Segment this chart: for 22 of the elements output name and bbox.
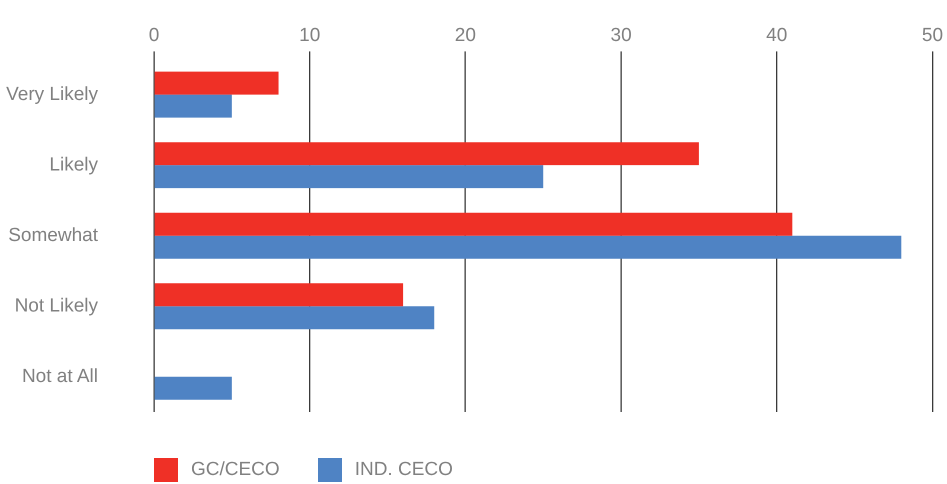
bar	[154, 283, 404, 306]
bar	[154, 376, 232, 400]
y-tick-label: Not at All	[22, 366, 98, 387]
legend-label: GC/CECO	[191, 459, 280, 481]
bar	[154, 94, 232, 118]
x-tick-label: 50	[922, 25, 944, 46]
x-tick-label: 20	[454, 25, 476, 46]
bar	[154, 142, 699, 166]
y-tick-label: Likely	[49, 154, 98, 176]
x-tick-label: 10	[299, 25, 320, 46]
bar	[154, 212, 792, 236]
legend-label: IND. CECO	[354, 459, 453, 481]
bar	[154, 72, 279, 95]
y-tick-label: Not Likely	[14, 295, 98, 316]
bar	[154, 236, 902, 259]
bar	[154, 165, 544, 188]
bar	[154, 306, 434, 330]
x-tick-label: 0	[148, 25, 160, 46]
x-tick-label: 30	[610, 25, 632, 46]
x-tick-label: 40	[766, 25, 788, 46]
y-tick-label: Somewhat	[8, 224, 99, 246]
y-tick-label: Very Likely	[6, 84, 98, 105]
